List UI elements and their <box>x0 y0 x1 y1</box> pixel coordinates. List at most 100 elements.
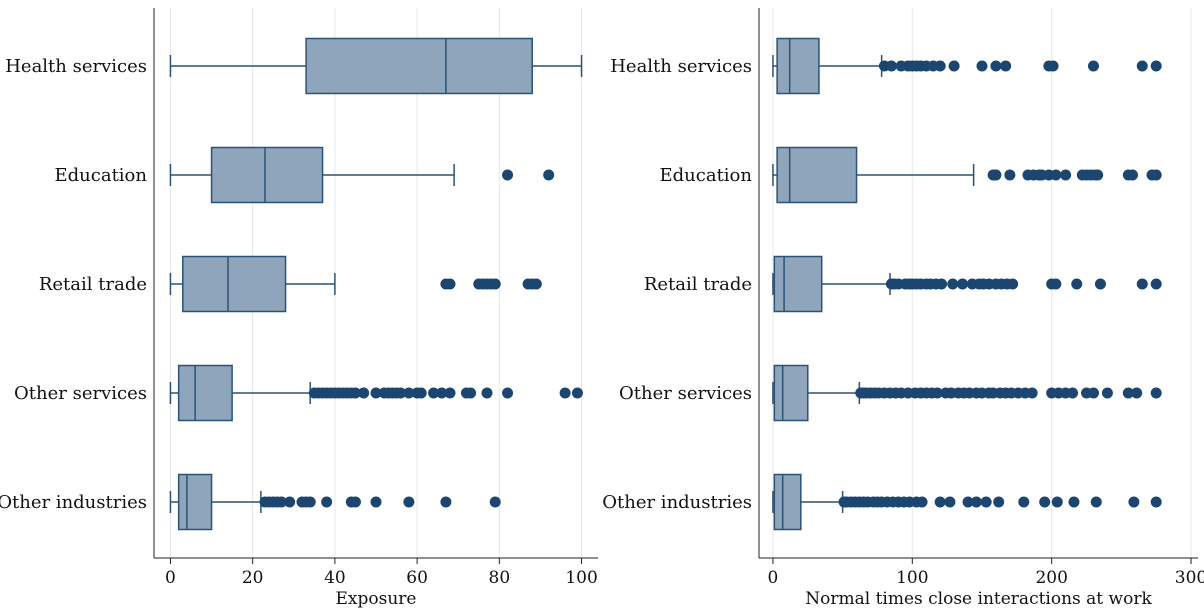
category-label: Education <box>660 165 753 186</box>
outlier-point <box>530 278 542 290</box>
outlier-point <box>349 496 361 508</box>
outlier-point <box>962 496 974 508</box>
outlier-point <box>1092 169 1104 181</box>
outlier-point <box>304 496 316 508</box>
exposure-panel: 0 20 40 60 80 100 Exposure Health services Educa… <box>0 8 598 609</box>
outlier-point <box>980 496 992 508</box>
outlier-point <box>444 387 456 399</box>
box-other-industries: Other industries <box>0 473 501 531</box>
iqr-box <box>177 364 233 422</box>
outlier-point <box>1087 387 1099 399</box>
outlier-point <box>1128 496 1140 508</box>
outlier-point <box>370 496 382 508</box>
outlier-point <box>1047 60 1059 72</box>
outlier-point <box>1136 60 1148 72</box>
category-label: Other industries <box>0 492 147 513</box>
outlier-point <box>948 60 960 72</box>
x-tick-label: 100 <box>896 568 928 588</box>
iqr-box <box>776 37 820 95</box>
outlier-point <box>936 278 948 290</box>
outlier-point <box>1101 387 1113 399</box>
iqr-box <box>182 255 287 313</box>
x-tick-label: 40 <box>324 568 346 588</box>
x-tick-label: 200 <box>1035 568 1067 588</box>
iqr-box <box>210 146 324 204</box>
outlier-point <box>990 169 1002 181</box>
x-tick-label: 100 <box>565 568 597 588</box>
outlier-point <box>1136 278 1148 290</box>
outlier-point <box>489 278 501 290</box>
outlier-point <box>1050 169 1062 181</box>
outlier-point <box>947 278 959 290</box>
outlier-point <box>543 169 555 181</box>
outlier-point <box>1000 60 1012 72</box>
category-label: Education <box>55 165 148 186</box>
box-retail-trade: Retail trade <box>39 255 542 313</box>
outlier-point <box>489 496 501 508</box>
outlier-point <box>428 387 440 399</box>
outlier-point <box>1026 387 1038 399</box>
outlier-point <box>403 387 415 399</box>
outlier-point <box>885 60 897 72</box>
outlier-point <box>970 496 982 508</box>
category-label: Retail trade <box>39 274 147 295</box>
outlier-point <box>993 496 1005 508</box>
outlier-point <box>1131 387 1143 399</box>
outlier-point <box>1007 278 1019 290</box>
outlier-point <box>1018 496 1030 508</box>
outlier-point <box>1071 278 1083 290</box>
outlier-point <box>1068 496 1080 508</box>
outlier-point <box>370 387 382 399</box>
category-label: Other industries <box>602 492 752 513</box>
outlier-point <box>1087 60 1099 72</box>
outlier-point <box>1150 169 1162 181</box>
iqr-box <box>773 473 802 531</box>
outlier-point <box>944 496 956 508</box>
outlier-point <box>321 496 333 508</box>
outlier-point <box>444 278 456 290</box>
box-other-services: Other services <box>14 364 583 422</box>
outlier-point <box>436 387 448 399</box>
outlier-point <box>358 387 370 399</box>
box-other-industries: Other industries <box>602 473 1162 531</box>
outlier-point <box>284 496 296 508</box>
outlier-point <box>502 169 514 181</box>
outlier-point <box>559 387 571 399</box>
iqr-box <box>305 37 533 95</box>
x-tick-label: 0 <box>165 568 176 588</box>
outlier-point <box>1150 496 1162 508</box>
outlier-point <box>1004 169 1016 181</box>
outlier-point <box>1150 278 1162 290</box>
category-label: Retail trade <box>644 274 752 295</box>
outlier-point <box>931 387 943 399</box>
outlier-point <box>395 387 407 399</box>
box-education: Education <box>55 146 555 204</box>
x-tick-label: 80 <box>489 568 511 588</box>
iqr-box <box>773 364 809 422</box>
iqr-box <box>177 473 213 531</box>
outlier-point <box>1094 278 1106 290</box>
outlier-point <box>976 60 988 72</box>
x-tick-label: 60 <box>406 568 428 588</box>
box-retail-trade: Retail trade <box>644 255 1162 313</box>
outlier-point <box>1150 60 1162 72</box>
outlier-point <box>1039 496 1051 508</box>
category-label: Health services <box>5 56 147 77</box>
outlier-point <box>275 496 287 508</box>
outlier-point <box>1090 496 1102 508</box>
category-label: Other services <box>619 383 752 404</box>
box-health-services: Health services <box>610 37 1162 95</box>
outlier-point <box>465 387 477 399</box>
outlier-point <box>1051 496 1063 508</box>
outlier-point <box>1126 169 1138 181</box>
outlier-point <box>916 496 928 508</box>
outlier-point <box>1150 387 1162 399</box>
outlier-point <box>403 496 415 508</box>
outlier-point <box>1050 278 1062 290</box>
x-tick-label: 20 <box>242 568 264 588</box>
outlier-point <box>571 387 583 399</box>
outlier-point <box>934 60 946 72</box>
x-tick-label: 0 <box>768 568 779 588</box>
iqr-box <box>773 255 823 313</box>
box-education: Education <box>660 146 1162 204</box>
